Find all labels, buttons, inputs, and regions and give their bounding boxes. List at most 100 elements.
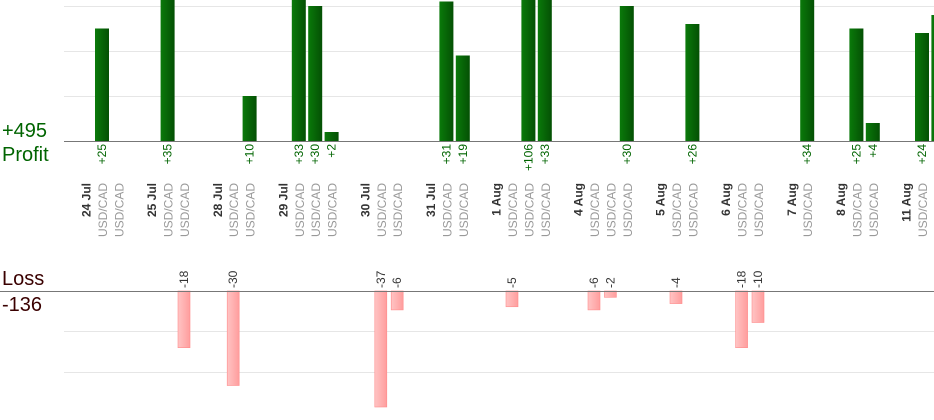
gridlines bbox=[64, 6, 934, 373]
profit-bar bbox=[95, 28, 109, 141]
pair-label: USD/CAD bbox=[621, 183, 635, 237]
profit-bar bbox=[291, 0, 306, 141]
loss-bar bbox=[669, 290, 683, 304]
date-label: 8 Aug bbox=[834, 183, 848, 216]
pair-label: USD/CAD bbox=[522, 183, 536, 237]
loss-value-label: -18 bbox=[177, 270, 191, 288]
profit-value-label: +30 bbox=[620, 144, 634, 165]
profit-bar bbox=[160, 0, 175, 141]
profit-value-label: +26 bbox=[685, 144, 699, 165]
date-label: 24 Jul bbox=[80, 183, 94, 217]
loss-value-label: -10 bbox=[751, 270, 765, 288]
loss-value-label: -5 bbox=[505, 277, 519, 288]
pair-label: USD/CAD bbox=[326, 183, 340, 237]
profit-value-label: +10 bbox=[243, 144, 257, 165]
pair-label: USD/CAD bbox=[932, 183, 934, 237]
pair-label: USD/CAD bbox=[227, 183, 241, 237]
profit-bar bbox=[931, 15, 934, 141]
pair-label: USD/CAD bbox=[752, 183, 766, 237]
profit-value-label: +106 bbox=[521, 144, 535, 171]
loss-value-label: -6 bbox=[390, 277, 404, 288]
loss-bar bbox=[587, 290, 601, 311]
profit-bar bbox=[324, 132, 339, 141]
pair-label: USD/CAD bbox=[112, 183, 126, 237]
pair-label: USD/CAD bbox=[440, 183, 454, 237]
loss-value-label: -30 bbox=[226, 270, 240, 288]
profit-value-label: +34 bbox=[800, 144, 814, 165]
pair-label: USD/CAD bbox=[309, 183, 323, 237]
pair-label: USD/CAD bbox=[244, 183, 258, 237]
pair-label: USD/CAD bbox=[850, 183, 864, 237]
profit-bar bbox=[308, 6, 323, 141]
pair-label: USD/CAD bbox=[604, 183, 618, 237]
loss-bar bbox=[751, 290, 765, 323]
pair-label: USD/CAD bbox=[916, 183, 930, 237]
loss-bar bbox=[177, 290, 191, 349]
profit-value-label: +25 bbox=[95, 144, 109, 165]
profit-bar bbox=[455, 55, 470, 141]
loss-value-label: -6 bbox=[587, 277, 601, 288]
profit-bar bbox=[849, 28, 864, 141]
loss-bars bbox=[177, 290, 765, 408]
pair-label: USD/CAD bbox=[293, 183, 307, 237]
date-label: 7 Aug bbox=[785, 183, 799, 216]
loss-bar bbox=[390, 290, 404, 311]
date-label: 4 Aug bbox=[572, 183, 586, 216]
loss-label: Loss bbox=[2, 268, 45, 290]
date-label: 1 Aug bbox=[490, 183, 504, 216]
profit-value-label: +30 bbox=[308, 144, 322, 165]
date-label: 31 Jul bbox=[424, 183, 438, 217]
pair-label: USD/CAD bbox=[457, 183, 471, 237]
profit-bar bbox=[865, 123, 880, 141]
loss-bar bbox=[374, 290, 388, 408]
profit-value-label: +2 bbox=[325, 144, 339, 158]
pair-label: USD/CAD bbox=[375, 183, 389, 237]
profit-bar bbox=[619, 6, 634, 141]
profit-bar bbox=[685, 24, 700, 141]
loss-bar bbox=[226, 290, 240, 386]
profit-bar bbox=[915, 33, 929, 141]
pair-label: USD/CAD bbox=[539, 183, 553, 237]
profit-bars bbox=[95, 0, 934, 141]
date-label: 6 Aug bbox=[719, 183, 733, 216]
loss-value-label: -18 bbox=[735, 270, 749, 288]
profit-bar bbox=[800, 0, 815, 141]
pair-label: USD/CAD bbox=[801, 183, 815, 237]
pair-label: USD/CAD bbox=[686, 183, 700, 237]
pair-label: USD/CAD bbox=[670, 183, 684, 237]
loss-value-label: -4 bbox=[669, 277, 683, 288]
loss-value-label: -37 bbox=[374, 270, 388, 288]
baselines bbox=[0, 141, 934, 292]
profit-bar bbox=[521, 0, 536, 141]
pair-label: USD/CAD bbox=[736, 183, 750, 237]
pair-label: USD/CAD bbox=[96, 183, 110, 237]
profit-value-label: +33 bbox=[538, 144, 552, 165]
pair-label: USD/CAD bbox=[506, 183, 520, 237]
date-label: 28 Jul bbox=[211, 183, 225, 217]
profit-value-label: +24 bbox=[915, 144, 929, 165]
profit-bar bbox=[439, 1, 454, 141]
profit-value-label: +31 bbox=[439, 144, 453, 165]
profit-value-label: +25 bbox=[849, 144, 863, 165]
profit-value-label: +4 bbox=[866, 144, 880, 158]
profit-value-label: +28 bbox=[931, 144, 934, 165]
date-label: 5 Aug bbox=[654, 183, 668, 216]
profit-label: Profit bbox=[2, 144, 49, 166]
profit-value-label: +35 bbox=[161, 144, 175, 165]
profit-value-label: +19 bbox=[456, 144, 470, 165]
loss-bar bbox=[505, 290, 519, 308]
profit-bar bbox=[242, 96, 257, 141]
profit-value-label: +33 bbox=[292, 144, 306, 165]
profit-bar bbox=[537, 0, 552, 141]
loss-total: -136 bbox=[2, 294, 43, 316]
pair-label: USD/CAD bbox=[162, 183, 176, 237]
profit-total: +495 bbox=[2, 120, 48, 142]
pair-label: USD/CAD bbox=[391, 183, 405, 237]
pair-label: USD/CAD bbox=[178, 183, 192, 237]
pair-label: USD/CAD bbox=[867, 183, 881, 237]
date-label: 29 Jul bbox=[276, 183, 290, 217]
loss-value-label: -2 bbox=[603, 277, 617, 288]
loss-bar bbox=[735, 290, 748, 349]
